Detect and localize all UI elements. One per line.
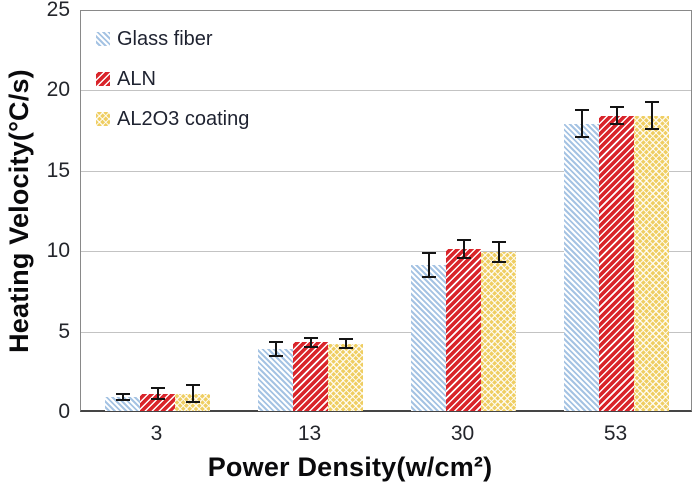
error-bar [421, 252, 436, 278]
bar-glass-fiber-53 [564, 123, 599, 411]
error-bar [115, 392, 130, 401]
error-bar-stem [191, 384, 194, 404]
bar-aln-30 [446, 248, 481, 411]
error-bar-stem [580, 109, 583, 139]
error-bar-cap-top [115, 392, 130, 395]
error-bar-stem [462, 239, 465, 259]
error-bar-cap-top [609, 105, 624, 108]
legend: Glass fiber ALN AL2O3 coating [96, 19, 249, 139]
error-bar-cap-top [338, 338, 353, 341]
error-bar-stem [309, 336, 312, 348]
error-bar-cap-bottom [609, 123, 624, 126]
y-tick-label: 10 [46, 239, 70, 263]
y-tick-label: 5 [58, 319, 70, 343]
error-bar [303, 336, 318, 348]
error-bar-cap-top [491, 240, 506, 243]
error-bar-stem [121, 392, 124, 401]
error-bar-cap-top [150, 387, 165, 390]
y-tick-label: 15 [46, 158, 70, 182]
error-bar-cap-top [303, 336, 318, 339]
legend-label-glass-fiber: Glass fiber [117, 27, 213, 50]
error-bar-cap-bottom [644, 127, 659, 130]
error-bar [268, 340, 283, 357]
error-bar-stem [650, 101, 653, 130]
error-bar-stem [615, 105, 618, 126]
error-bar [185, 384, 200, 404]
error-bar-cap-bottom [150, 398, 165, 401]
y-tick-label: 0 [58, 400, 70, 423]
y-tick-label: 20 [46, 78, 70, 102]
error-bar-cap-bottom [491, 261, 506, 264]
error-bar-stem [427, 252, 430, 278]
error-bar-cap-top [421, 252, 436, 255]
error-bar-stem [497, 240, 500, 264]
y-tick-label: 25 [46, 0, 70, 21]
error-bar [338, 338, 353, 350]
gridline [81, 170, 691, 172]
error-bar-cap-top [644, 101, 659, 104]
error-bar [644, 101, 659, 130]
bar-aln-3 [140, 393, 175, 411]
bar-glass-fiber-13 [258, 348, 293, 411]
error-bar-stem [274, 340, 277, 357]
error-bar-cap-bottom [421, 275, 436, 278]
error-bar [609, 105, 624, 126]
plot-area: Glass fiber ALN AL2O3 coating [80, 10, 692, 412]
bar-glass-fiber-3 [105, 396, 140, 411]
x-tick-label: 30 [450, 422, 475, 445]
aln-swatch-icon [96, 72, 110, 86]
x-tick-label: 3 [150, 422, 163, 445]
legend-label-al2o3-coating: AL2O3 coating [117, 107, 250, 130]
bar-aln-53 [599, 115, 634, 411]
error-bar [150, 387, 165, 401]
x-axis-title: Power Density(w/cm²) [207, 452, 493, 482]
error-bar-cap-top [185, 384, 200, 387]
error-bar-cap-bottom [115, 398, 130, 401]
glass-fiber-swatch-icon [96, 32, 110, 46]
error-bar-cap-bottom [574, 136, 589, 139]
gridline [81, 331, 691, 333]
error-bar [456, 239, 471, 259]
gridline [81, 90, 691, 92]
error-bar-cap-top [268, 340, 283, 343]
x-tick-label: 13 [297, 422, 322, 445]
bar-al2o3-coating-53 [634, 115, 669, 411]
error-bar [491, 240, 506, 264]
gridline [81, 251, 691, 253]
error-bar-cap-bottom [456, 256, 471, 259]
x-tick-label: 53 [603, 422, 628, 445]
error-bar-cap-bottom [338, 347, 353, 350]
y-axis-title: Heating Velocity(°C/s) [4, 69, 34, 353]
error-bar [574, 109, 589, 139]
error-bar-cap-bottom [185, 401, 200, 404]
legend-label-aln: ALN [117, 67, 156, 90]
error-bar-cap-top [574, 109, 589, 112]
legend-item-al2o3-coating: AL2O3 coating [96, 99, 249, 139]
al2o3-coating-swatch-icon [96, 112, 110, 126]
legend-item-glass-fiber: Glass fiber [96, 19, 249, 59]
bar-al2o3-coating-13 [328, 343, 363, 411]
error-bar-cap-bottom [268, 354, 283, 357]
legend-item-aln: ALN [96, 59, 249, 99]
bar-al2o3-coating-30 [481, 252, 516, 411]
error-bar-cap-bottom [303, 345, 318, 348]
bar-aln-13 [293, 342, 328, 411]
error-bar-stem [156, 387, 159, 401]
bar-glass-fiber-30 [411, 265, 446, 411]
error-bar-cap-top [456, 239, 471, 242]
error-bar-stem [344, 338, 347, 350]
